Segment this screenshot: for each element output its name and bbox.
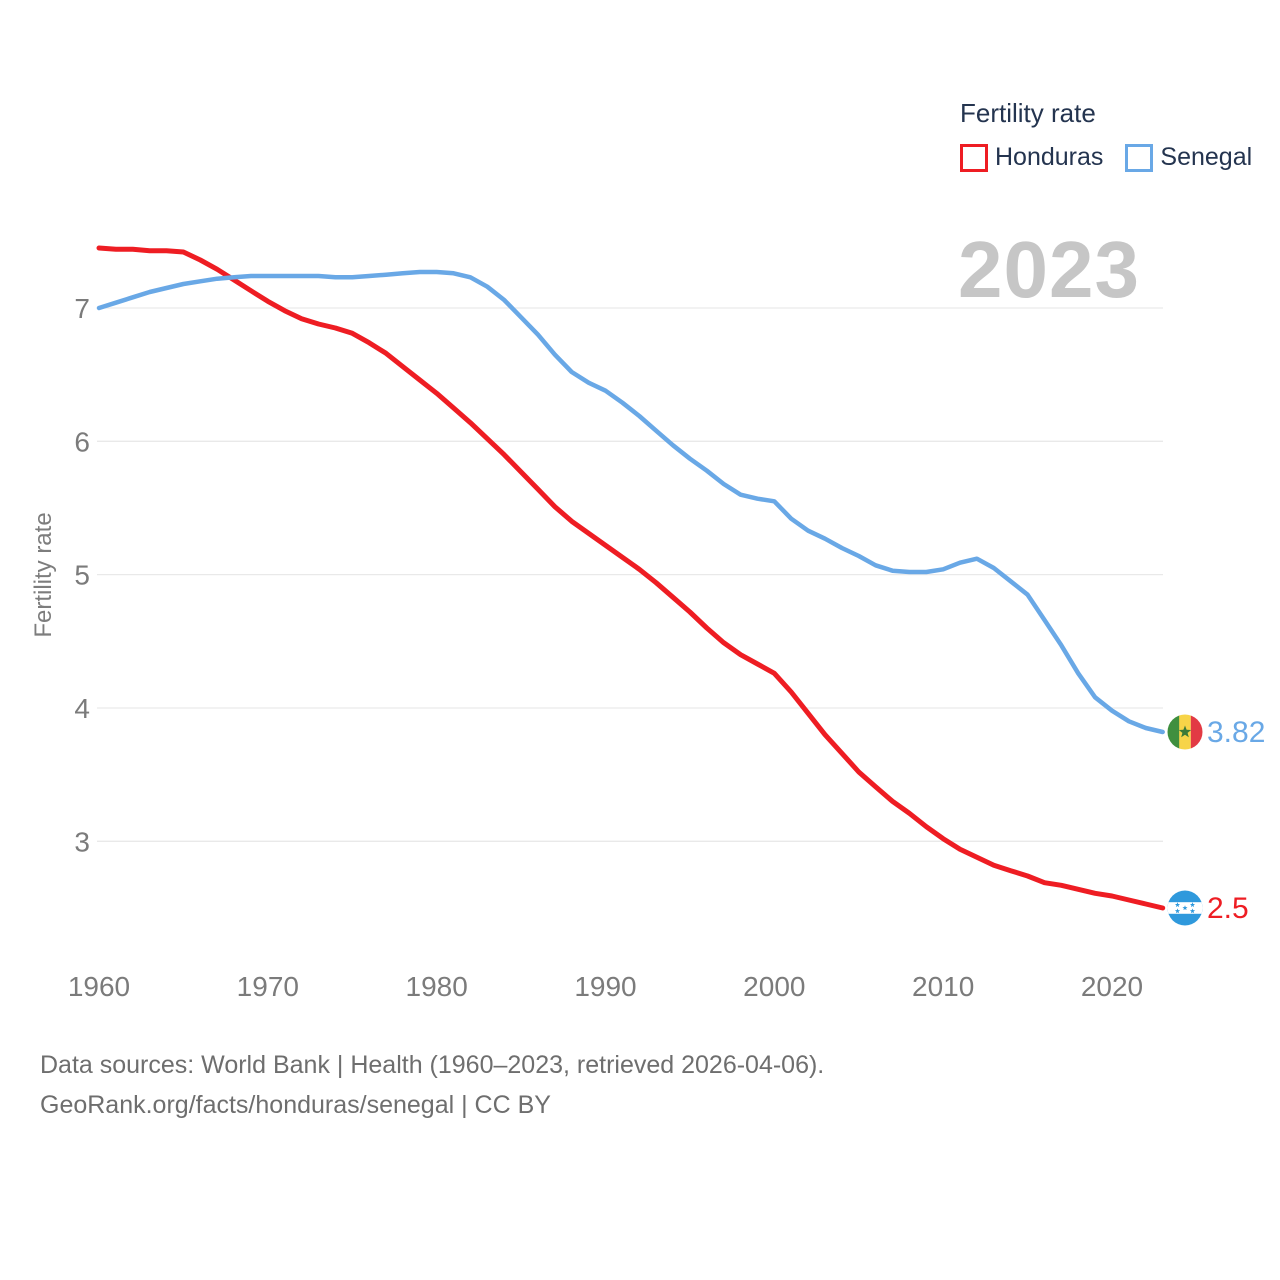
x-tick-1970: 1970 xyxy=(237,971,299,1002)
x-tick-2010: 2010 xyxy=(912,971,974,1002)
legend-items: Honduras Senegal xyxy=(960,143,1252,172)
y-tick-6: 6 xyxy=(74,426,90,457)
footer: Data sources: World Bank | Health (1960–… xyxy=(40,1045,824,1125)
senegal-line[interactable] xyxy=(96,269,1165,735)
legend-label-senegal: Senegal xyxy=(1160,143,1253,171)
x-tick-1960: 1960 xyxy=(68,971,130,1002)
senegal-flag-icon xyxy=(1167,714,1203,750)
year-watermark: 2023 xyxy=(958,225,1140,314)
legend: Fertility rate Honduras Senegal xyxy=(960,98,1252,172)
senegal-end-value: 3.82 xyxy=(1207,716,1265,749)
honduras-end-value: 2.5 xyxy=(1207,892,1249,925)
legend-item-senegal[interactable]: Senegal xyxy=(1125,143,1252,172)
senegal-swatch-icon xyxy=(1125,143,1154,172)
legend-label-honduras: Honduras xyxy=(995,143,1104,171)
x-tick-1980: 1980 xyxy=(406,971,468,1002)
x-tick-2020: 2020 xyxy=(1081,971,1143,1002)
legend-title: Fertility rate xyxy=(960,98,1096,128)
y-tick-7: 7 xyxy=(74,293,90,324)
honduras-line[interactable] xyxy=(96,245,1166,911)
y-tick-4: 4 xyxy=(74,693,90,724)
footer-attribution-line: GeoRank.org/facts/honduras/senegal | CC … xyxy=(40,1091,551,1119)
gridlines: 3 4 5 6 7 xyxy=(74,293,1163,857)
y-tick-3: 3 xyxy=(74,826,90,857)
x-tick-2000: 2000 xyxy=(743,971,805,1002)
honduras-swatch-icon xyxy=(960,143,988,172)
x-tick-1990: 1990 xyxy=(574,971,636,1002)
legend-item-honduras[interactable]: Honduras xyxy=(960,143,1103,172)
y-tick-5: 5 xyxy=(74,560,90,591)
footer-sources-line: Data sources: World Bank | Health (1960–… xyxy=(40,1051,825,1079)
honduras-flag-icon xyxy=(1167,890,1203,926)
